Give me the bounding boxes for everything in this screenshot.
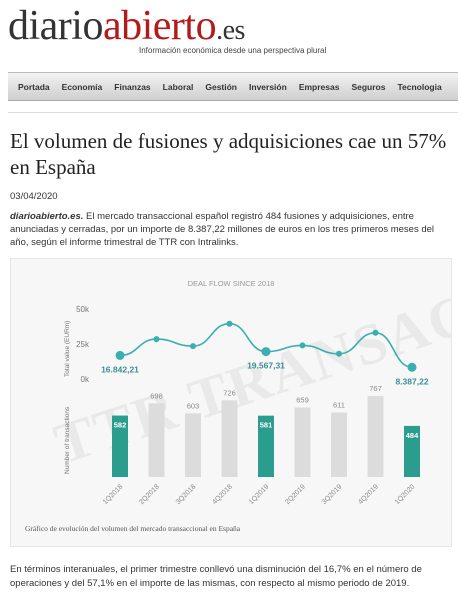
count-bar — [294, 407, 311, 477]
category-tick-label: 1Q2018 — [102, 483, 125, 506]
count-bar — [404, 425, 420, 477]
value-point — [190, 343, 196, 350]
value-data-label: 8.387,22 — [395, 376, 428, 386]
nav-item-tecnologia[interactable]: Tecnologia — [397, 81, 442, 92]
value-data-label: 16.842,21 — [101, 364, 139, 374]
lead-source: diarioabierto.es. — [10, 211, 84, 222]
count-axis-label: Number of transactions — [64, 406, 71, 474]
nav-item-portada[interactable]: Portada — [18, 81, 50, 92]
category-tick-label: 2Q2018 — [138, 483, 161, 506]
count-data-label: 581 — [260, 421, 273, 430]
count-data-label: 611 — [333, 401, 345, 410]
value-point — [336, 350, 342, 357]
nav-item-economia[interactable]: Economía — [61, 81, 103, 92]
count-bar — [185, 413, 201, 477]
count-bar — [331, 412, 347, 477]
nav-item-finanzas[interactable]: Finanzas — [114, 81, 151, 92]
category-tick-label: 1Q2020 — [394, 483, 417, 506]
count-data-label: 698 — [150, 391, 163, 400]
article-lead: diarioabierto.es. El mercado transaccion… — [10, 210, 455, 249]
nav-item-gestion[interactable]: Gestión — [205, 81, 238, 92]
nav-item-laboral[interactable]: Laboral — [162, 81, 194, 92]
count-bar — [148, 403, 165, 477]
article-title: El volumen de fusiones y adquisiciones c… — [10, 129, 447, 179]
category-tick-label: 4Q2019 — [357, 483, 380, 506]
count-bar — [221, 400, 238, 477]
nav-item-inversion[interactable]: Inversión — [249, 81, 287, 92]
value-point — [153, 336, 160, 343]
value-point — [407, 362, 417, 372]
nav-item-empresas[interactable]: Empresas — [298, 81, 340, 92]
chart-figure: TTR TRANSACTIONAL TRACK RECORDDEAL FLOW … — [10, 48, 461, 547]
deal-flow-chart: TTR TRANSACTIONAL TRACK RECORDDEAL FLOW … — [25, 48, 461, 533]
count-bar — [367, 396, 384, 477]
count-data-label: 767 — [369, 384, 382, 393]
lead-text: El mercado transaccional español registr… — [10, 211, 435, 248]
count-data-label: 484 — [406, 431, 419, 440]
article-body: En términos interanuales, el primer trim… — [10, 564, 422, 589]
value-point — [226, 320, 233, 327]
value-point — [115, 350, 125, 360]
value-tick-label: 0k — [81, 375, 90, 384]
category-tick-label: 3Q2018 — [175, 483, 198, 506]
value-data-label: 19.567,31 — [247, 361, 285, 371]
site-tagline: Información económica desde una perspect… — [139, 46, 327, 55]
main-nav: Portada Economía Finanzas Laboral Gestió… — [8, 72, 458, 101]
category-tick-label: 4Q2018 — [211, 483, 234, 506]
value-tick-label: 25k — [76, 340, 90, 349]
value-point — [372, 329, 379, 336]
count-bar — [258, 415, 274, 477]
value-point — [261, 347, 271, 357]
site-logo[interactable]: diarioabierto.es — [8, 2, 245, 55]
category-tick-label: 1Q2019 — [248, 483, 271, 506]
count-data-label: 603 — [187, 401, 200, 410]
count-data-label: 726 — [223, 388, 236, 397]
logo-part-abierto: abierto — [102, 3, 217, 49]
count-data-label: 659 — [296, 395, 309, 404]
category-tick-label: 2Q2019 — [284, 483, 307, 506]
chart-title: DEAL FLOW SINCE 2018 — [188, 279, 275, 288]
logo-part-es: .es — [216, 15, 245, 46]
chart-caption: Gráfico de evolución del volumen del mer… — [25, 524, 241, 533]
nav-item-seguros[interactable]: Seguros — [351, 81, 386, 92]
article-date: 03/04/2020 — [10, 191, 58, 202]
value-point — [299, 342, 306, 349]
value-tick-label: 50k — [76, 305, 90, 314]
divider — [8, 112, 458, 113]
logo-part-diario: diario — [8, 3, 103, 49]
value-axis-label: Total value (EURm) — [64, 321, 71, 377]
count-data-label: 582 — [114, 421, 127, 430]
count-bar — [112, 415, 128, 477]
category-tick-label: 3Q2019 — [321, 483, 344, 506]
